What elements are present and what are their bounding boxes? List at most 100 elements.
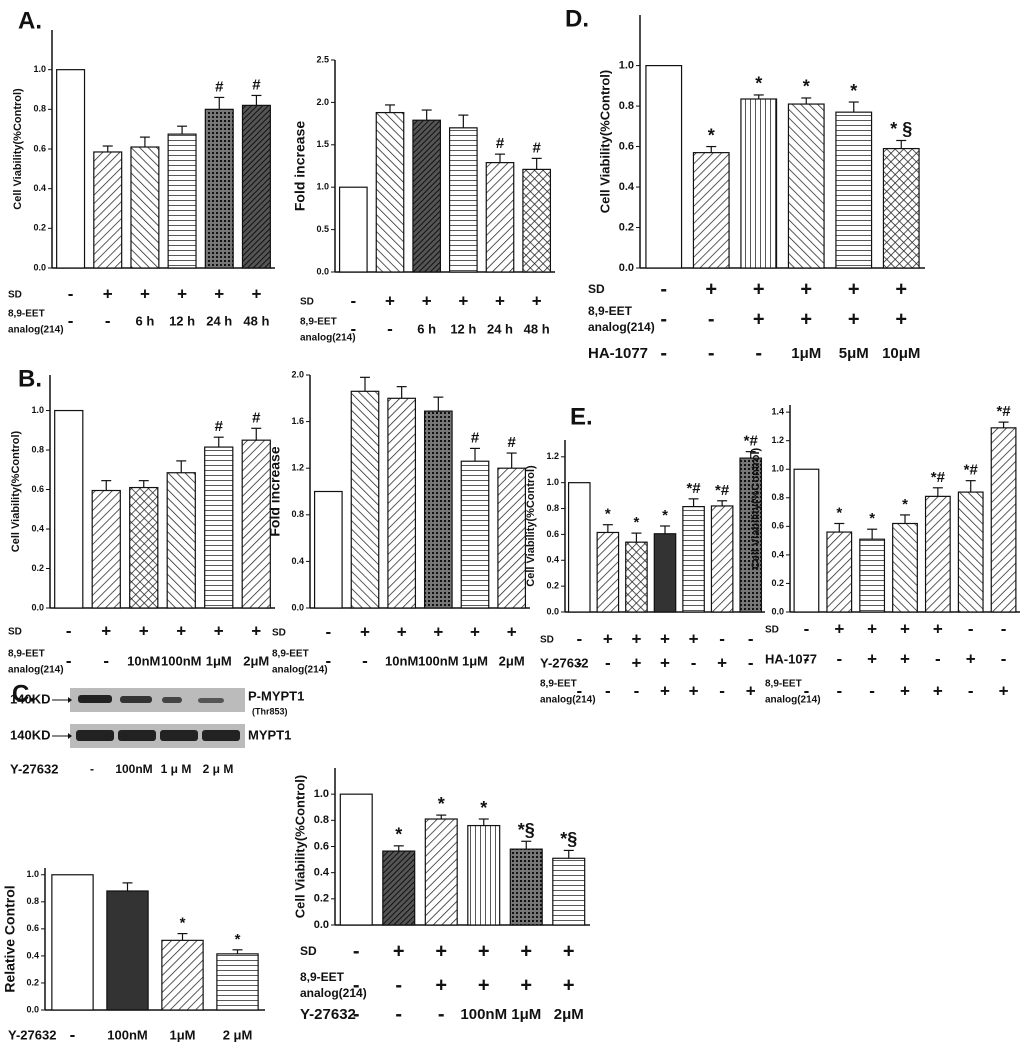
condition-mark: +: [895, 308, 907, 330]
significance-marker: *#: [686, 480, 701, 497]
y-tick-label: 2.5: [316, 54, 329, 64]
condition-label: 8,9-EET: [8, 309, 45, 320]
bar: [339, 793, 373, 926]
condition-mark: -: [438, 1003, 445, 1025]
y-axis-label: Cell Viability(%Control): [10, 430, 22, 552]
condition-mark: +: [800, 308, 812, 330]
condition-mark: +: [435, 974, 447, 996]
condition-mark: +: [470, 622, 480, 641]
y-tick-label: 0.0: [619, 262, 634, 274]
significance-marker: *#: [964, 462, 979, 479]
condition-mark: +: [251, 621, 261, 640]
blot-lane: 2 μ M: [203, 762, 234, 776]
bar: [460, 460, 490, 609]
significance-marker: * §: [890, 119, 912, 139]
significance-marker: #: [532, 139, 541, 156]
y-tick-label: 1.2: [546, 451, 559, 461]
condition-mark: +: [753, 308, 765, 330]
y-axis-label: Relative Control: [2, 885, 18, 992]
condition-mark: -: [70, 1025, 76, 1044]
condition-mark: +: [495, 291, 505, 310]
y-tick-label: 0.8: [291, 509, 304, 519]
condition-mark: 100nM: [107, 1027, 147, 1042]
y-tick-label: 0.4: [26, 950, 39, 960]
y-tick-label: 0.8: [26, 896, 39, 906]
y-axis-label: Fold increase: [292, 121, 308, 211]
condition-label: 8,9-EET: [8, 649, 45, 660]
condition-mark: -: [748, 653, 754, 672]
y-tick-label: 0.0: [314, 919, 329, 931]
bar: [56, 69, 86, 269]
condition-mark: -: [660, 342, 667, 364]
condition-mark: +: [397, 622, 407, 641]
y-tick-label: 1.2: [771, 435, 784, 445]
bar: [740, 98, 778, 269]
condition-mark: 10μM: [882, 345, 920, 362]
significance-marker: *§: [518, 820, 535, 840]
y-tick-label: 0.6: [314, 840, 329, 852]
condition-mark: -: [66, 621, 72, 640]
significance-marker: *: [869, 510, 875, 527]
condition-mark: +: [422, 291, 432, 310]
condition-mark: +: [385, 291, 395, 310]
significance-marker: *: [634, 514, 640, 531]
condition-mark: 1μM: [511, 1006, 541, 1023]
bar: [567, 482, 591, 613]
y-tick-label: 0.4: [546, 555, 559, 565]
y-tick-label: 0.5: [316, 224, 329, 234]
condition-mark: -: [103, 651, 109, 670]
condition-mark: -: [350, 291, 356, 310]
condition-mark: 2μM: [554, 1006, 584, 1023]
significance-marker: *: [395, 825, 402, 845]
y-axis-label: Cell Viability(%Control): [750, 447, 762, 569]
significance-marker: *: [902, 496, 908, 513]
condition-mark: 2 μM: [223, 1027, 253, 1042]
blot-site: (Thr853): [252, 706, 288, 716]
condition-label: analog(214): [300, 333, 356, 344]
y-tick-label: 0.8: [314, 814, 329, 826]
condition-mark: -: [325, 622, 331, 641]
condition-mark: +: [689, 681, 699, 700]
condition-mark: +: [933, 681, 943, 700]
condition-mark: -: [353, 1003, 360, 1025]
y-tick-label: 0.4: [33, 183, 46, 193]
significance-marker: #: [496, 135, 505, 152]
condition-mark: -: [353, 974, 360, 996]
condition-mark: 2μM: [499, 653, 525, 668]
bar: [54, 409, 84, 609]
blot-size: 140KD: [10, 691, 50, 706]
condition-mark: +: [848, 308, 860, 330]
condition-mark: -: [605, 653, 611, 672]
condition-mark: -: [576, 653, 582, 672]
condition-mark: +: [966, 649, 976, 668]
y-tick-label: 1.0: [26, 869, 39, 879]
condition-mark: 1μM: [169, 1027, 195, 1042]
condition-mark: +: [478, 974, 490, 996]
bar: [382, 850, 416, 926]
significance-marker: *#: [931, 469, 946, 486]
bar: [710, 505, 734, 613]
y-tick-label: 1.6: [291, 416, 304, 426]
bar: [892, 522, 918, 613]
bar: [990, 427, 1017, 613]
y-tick-label: 0.8: [619, 100, 634, 112]
significance-marker: #: [215, 418, 224, 435]
condition-mark: +: [834, 619, 844, 638]
condition-mark: +: [867, 619, 877, 638]
significance-marker: *: [755, 74, 762, 94]
condition-mark: -: [68, 284, 74, 303]
panel-label: A.: [18, 7, 42, 34]
condition-mark: +: [933, 619, 943, 638]
bar: [835, 111, 873, 269]
blot-protein: MYPT1: [248, 727, 291, 742]
condition-mark: +: [900, 619, 910, 638]
bar: [826, 531, 853, 613]
condition-mark: +: [433, 622, 443, 641]
condition-mark: -: [576, 629, 582, 648]
y-tick-label: 2.0: [316, 97, 329, 107]
condition-mark: -: [105, 311, 111, 330]
condition-label: SD: [8, 627, 22, 638]
bar: [793, 468, 820, 613]
condition-mark: 6 h: [136, 313, 155, 328]
condition-mark: +: [103, 284, 113, 303]
